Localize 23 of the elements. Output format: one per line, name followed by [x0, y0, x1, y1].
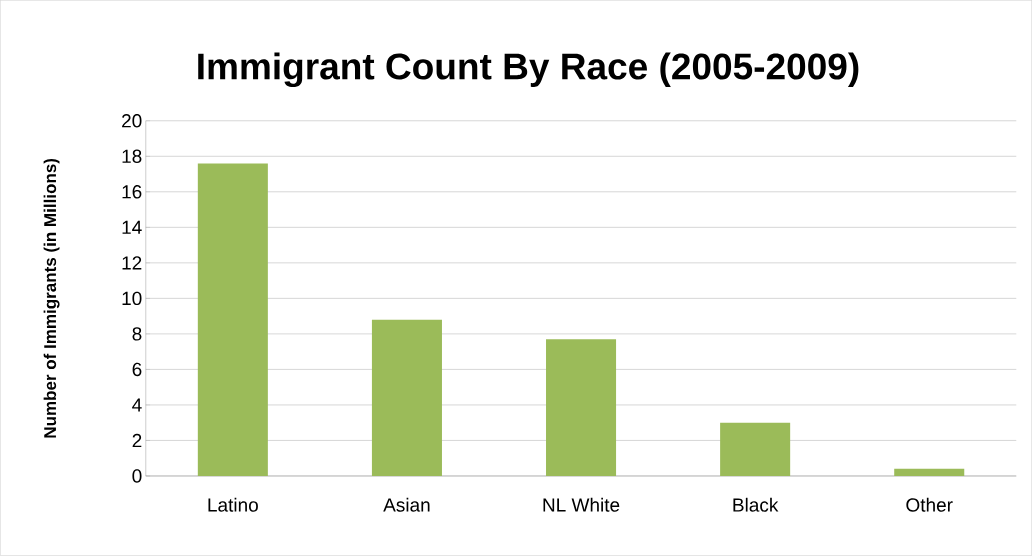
y-tick-label: 18 — [122, 149, 142, 164]
x-tick-label: Other — [906, 497, 953, 512]
y-tick-label: 14 — [122, 220, 142, 235]
y-tick-label: 0 — [132, 469, 142, 483]
bar — [894, 469, 965, 477]
y-tick-label: 6 — [132, 362, 142, 377]
y-tick-label: 4 — [132, 398, 142, 412]
x-tick-label: NL White — [543, 497, 620, 512]
y-tick-label: 2 — [132, 433, 142, 448]
bar — [720, 422, 791, 477]
x-tick-label: Black — [733, 497, 779, 512]
y-tick-label: 8 — [132, 327, 142, 341]
y-tick-label: 16 — [122, 185, 142, 199]
y-tick-label: 10 — [122, 291, 142, 306]
y-tick-label: 12 — [122, 256, 142, 270]
y-tick-label: 20 — [122, 114, 142, 128]
bar — [371, 319, 442, 477]
bar — [197, 163, 268, 477]
chart-title: Immigrant Count By Race (2005-2009) — [198, 52, 859, 88]
y-axis-title: Number of Immigrants (in Millions) — [43, 159, 60, 438]
x-tick-label: Latino — [208, 497, 258, 512]
x-tick-label: Asian — [383, 497, 430, 512]
bar — [546, 339, 617, 477]
